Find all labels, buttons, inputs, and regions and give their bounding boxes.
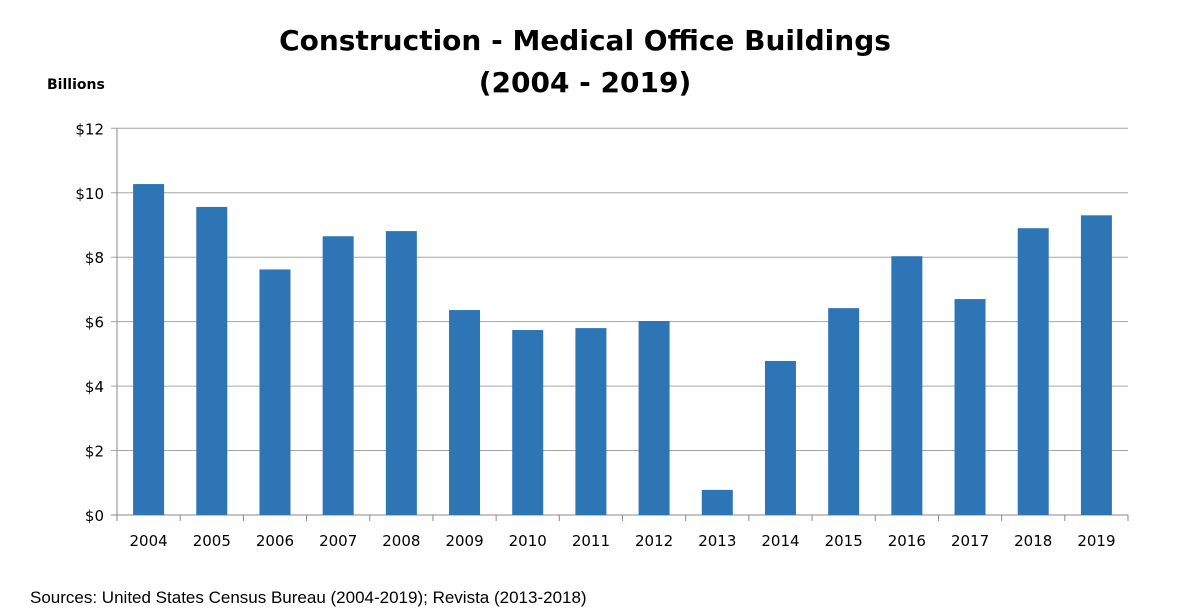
x-tick-label: 2016	[888, 532, 926, 550]
y-axis-label: Billions	[47, 77, 105, 93]
y-tick-label: $12	[75, 120, 104, 138]
x-tick-label: 2018	[1014, 532, 1052, 550]
y-tick-label: $8	[85, 249, 104, 267]
x-tick-label: 2009	[445, 532, 483, 550]
source-note: Sources: United States Census Bureau (20…	[30, 588, 587, 607]
y-tick-label: $10	[75, 185, 104, 203]
bar	[512, 330, 544, 515]
x-tick-label: 2012	[635, 532, 673, 550]
x-tick-label: 2007	[319, 532, 357, 550]
x-tick-label: 2005	[193, 532, 231, 550]
bar	[385, 231, 417, 515]
x-tick-label: 2010	[509, 532, 547, 550]
x-tick-label: 2004	[130, 532, 168, 550]
x-tick-label: 2006	[256, 532, 294, 550]
bar	[764, 360, 796, 515]
y-tick-label: $2	[85, 443, 104, 461]
bar	[196, 206, 228, 515]
y-tick-label: $6	[85, 314, 104, 332]
x-tick-label: 2017	[951, 532, 989, 550]
bar	[638, 321, 670, 515]
x-tick-label: 2015	[825, 532, 863, 550]
bar	[449, 310, 481, 515]
bar	[259, 269, 291, 515]
x-tick-label: 2013	[698, 532, 736, 550]
bar	[575, 328, 607, 515]
chart-title: Construction - Medical Office Buildings	[279, 24, 891, 57]
x-tick-label: 2008	[382, 532, 420, 550]
bar	[1080, 215, 1112, 515]
bar	[891, 256, 923, 515]
x-tick-label: 2011	[572, 532, 610, 550]
bar	[322, 236, 354, 515]
x-tick-label: 2014	[761, 532, 799, 550]
y-tick-label: $0	[85, 507, 104, 525]
x-tick-label: 2019	[1077, 532, 1115, 550]
bar	[701, 489, 733, 515]
bar	[828, 308, 860, 515]
bar	[954, 299, 986, 515]
y-tick-label: $4	[85, 378, 104, 396]
bar	[133, 184, 165, 515]
bar	[1017, 228, 1049, 515]
chart-subtitle: (2004 - 2019)	[478, 66, 692, 99]
